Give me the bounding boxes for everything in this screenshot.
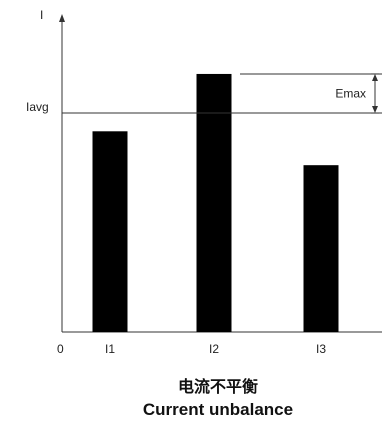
x-tick-label-i1: I1 [105, 342, 115, 356]
caption-english: Current unbalance [143, 400, 293, 419]
plot-area: I 0 I1 I2 I3 Iavg Emax [26, 8, 382, 356]
emax-arrowhead-up [372, 73, 378, 81]
caption-chinese: 电流不平衡 [178, 377, 258, 396]
bars-group [92, 73, 339, 333]
y-axis-arrow [59, 14, 65, 22]
average-label: Iavg [26, 100, 49, 114]
x-tick-labels: I1 I2 I3 [105, 342, 326, 356]
bar-i1 [92, 131, 128, 332]
origin-label: 0 [57, 342, 64, 356]
emax-label: Emax [335, 87, 366, 101]
bar-i3 [303, 165, 339, 332]
emax-arrowhead-down [372, 106, 378, 114]
y-axis-label: I [40, 8, 43, 22]
x-tick-label-i2: I2 [209, 342, 219, 356]
x-tick-label-i3: I3 [316, 342, 326, 356]
bar-i2 [196, 73, 232, 333]
